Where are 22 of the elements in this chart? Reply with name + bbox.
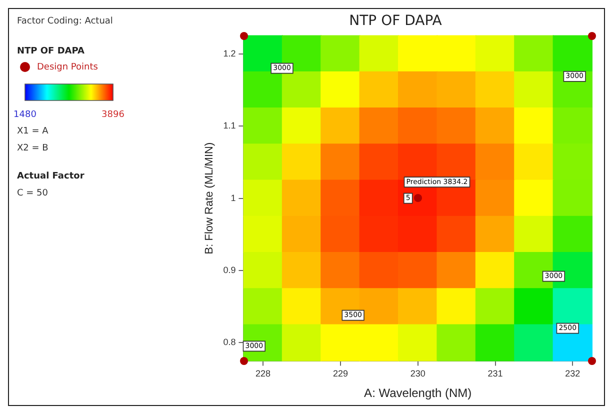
y-tick-label: 0.8 — [223, 337, 236, 348]
y-tick-label: 1.2 — [223, 48, 236, 58]
text: Design Points — [37, 62, 98, 72]
x-tick-label: 232 — [565, 368, 580, 379]
color-bar-label: 1480 — [14, 110, 37, 120]
y-axis-title: B: Flow Rate (ML/MIN) — [204, 142, 216, 254]
x-tick-label: 229 — [332, 368, 348, 379]
legend-title: NTP OF DAPA — [17, 46, 85, 56]
chart-title: NTP OF DAPA — [349, 13, 442, 30]
x-tick-label: 230 — [410, 368, 426, 379]
x-axis-title: A: Wavelength (NM) — [364, 386, 472, 400]
text: Actual Factor — [17, 171, 85, 182]
text: X2 = B — [17, 143, 48, 154]
x-tick-label: 228 — [256, 368, 271, 379]
x-tick-label: 231 — [488, 368, 503, 379]
text: X1 = A — [17, 126, 50, 136]
y-tick-label: 1.1 — [223, 120, 236, 131]
text: Factor Coding: Actual — [17, 16, 113, 26]
text: C = 50 — [17, 188, 48, 198]
y-tick-label: 0.9 — [223, 265, 236, 276]
y-tick-label: 1 — [230, 192, 236, 203]
color-bar-label: 3896 — [102, 110, 125, 120]
